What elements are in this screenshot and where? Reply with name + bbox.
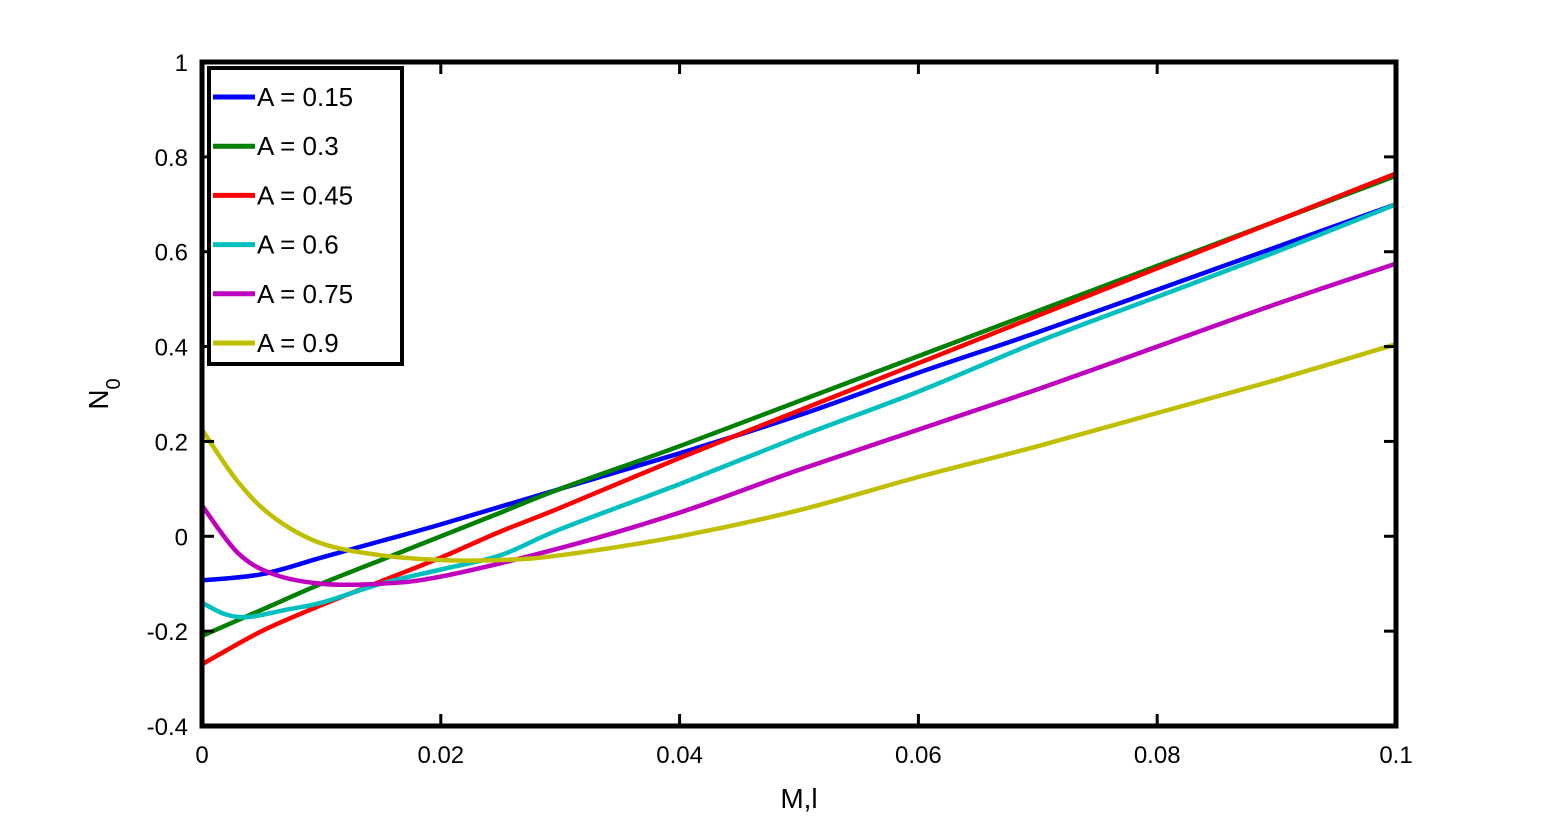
legend-box [207,66,404,366]
legend-label: A = 0.9 [257,328,339,358]
x-tick-label: 0.1 [1379,742,1412,769]
y-tick-label: 0 [175,524,188,551]
legend-label: A = 0.15 [257,82,353,112]
x-tick-label: 0.02 [417,742,464,769]
y-tick-label: -0.4 [147,714,188,741]
series-line-5 [200,261,1397,587]
legend-label: A = 0.3 [257,131,339,161]
y-axis-label: N0 [83,378,125,409]
y-tick-label: 0.2 [155,429,188,456]
legend-entries: A = 0.15 A = 0.3 A = 0.45 A = 0.6 A = 0.75 A … [213,82,353,358]
legend-label: A = 0.6 [257,230,339,260]
legend-label: A = 0.45 [257,180,353,210]
x-tick-label: 0.04 [656,742,703,769]
series-line-4 [200,202,1397,620]
svg-text:N0: N0 [83,378,125,409]
x-axis-label: M,l [780,783,817,814]
labels-layer: 0 0.02 0.04 0.06 0.08 0.1 -0.4 -0.2 0 0.2 0.4 0.6 0.… [147,50,1413,769]
y-tick-label: 0.6 [155,240,188,267]
y-axis-label-subscript: 0 [103,378,125,389]
y-tick-label: 0.4 [155,335,188,362]
series-layer [200,171,1397,667]
x-tick-label: 0.06 [895,742,942,769]
y-tick-label: 1 [175,50,188,77]
legend-label: A = 0.75 [257,279,353,309]
legend: A = 0.15 A = 0.3 A = 0.45 A = 0.6 A = 0.75 A … [207,66,404,366]
x-tick-label: 0.08 [1134,742,1181,769]
y-tick-label: 0.8 [155,145,188,172]
plot-frame [199,59,1399,729]
y-axis-label-base: N [83,389,114,409]
series-line-6 [200,342,1397,563]
x-tick-label: 0 [195,742,208,769]
y-tick-label: -0.2 [147,619,188,646]
ticks-layer [200,60,1398,728]
